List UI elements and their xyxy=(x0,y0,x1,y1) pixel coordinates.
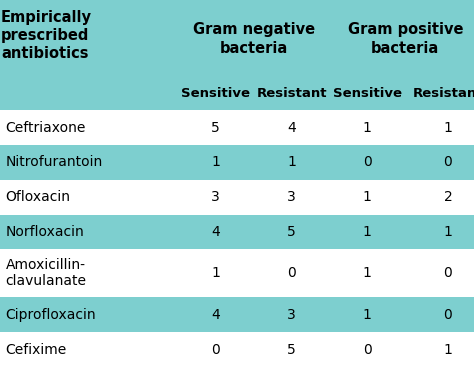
Text: 5: 5 xyxy=(287,225,296,239)
Text: Norfloxacin: Norfloxacin xyxy=(6,225,84,239)
Bar xyxy=(0,145,474,180)
Text: 4: 4 xyxy=(211,225,220,239)
Text: Cefixime: Cefixime xyxy=(6,342,67,357)
Text: 3: 3 xyxy=(287,308,296,322)
Text: 1: 1 xyxy=(444,225,452,239)
Text: Ofloxacin: Ofloxacin xyxy=(6,190,71,204)
Text: Nitrofurantoin: Nitrofurantoin xyxy=(6,155,103,169)
Text: 0: 0 xyxy=(211,342,220,357)
Text: Ciprofloxacin: Ciprofloxacin xyxy=(6,308,96,322)
Text: 1: 1 xyxy=(287,155,296,169)
Text: 4: 4 xyxy=(287,120,296,135)
Bar xyxy=(0,110,474,145)
Text: 5: 5 xyxy=(211,120,220,135)
Text: Amoxicillin-
clavulanate: Amoxicillin- clavulanate xyxy=(6,258,87,288)
Text: 0: 0 xyxy=(363,155,372,169)
Text: Gram positive
bacteria: Gram positive bacteria xyxy=(347,22,463,56)
Text: 5: 5 xyxy=(287,342,296,357)
Text: 0: 0 xyxy=(287,266,296,280)
Text: 0: 0 xyxy=(363,342,372,357)
Text: 1: 1 xyxy=(211,266,220,280)
Bar xyxy=(0,215,474,250)
Text: Empirically
prescribed
antibiotics: Empirically prescribed antibiotics xyxy=(1,10,92,61)
Text: 2: 2 xyxy=(444,190,452,204)
Text: 1: 1 xyxy=(363,308,372,322)
Text: 1: 1 xyxy=(444,120,452,135)
Text: 1: 1 xyxy=(363,190,372,204)
Text: Resistant: Resistant xyxy=(256,87,327,101)
Text: 1: 1 xyxy=(363,120,372,135)
Text: 1: 1 xyxy=(444,342,452,357)
Bar xyxy=(0,332,474,367)
Text: 1: 1 xyxy=(211,155,220,169)
Bar xyxy=(0,297,474,332)
Text: Resistant: Resistant xyxy=(413,87,474,101)
Text: 0: 0 xyxy=(444,308,452,322)
Bar xyxy=(0,180,474,215)
Text: Sensitive: Sensitive xyxy=(333,87,402,101)
Text: 1: 1 xyxy=(363,225,372,239)
Text: 3: 3 xyxy=(211,190,220,204)
Bar xyxy=(0,250,474,297)
Text: 1: 1 xyxy=(363,266,372,280)
Text: 0: 0 xyxy=(444,266,452,280)
Text: Sensitive: Sensitive xyxy=(181,87,250,101)
Text: 0: 0 xyxy=(444,155,452,169)
Text: 3: 3 xyxy=(287,190,296,204)
Text: 4: 4 xyxy=(211,308,220,322)
Text: Gram negative
bacteria: Gram negative bacteria xyxy=(192,22,315,56)
Text: Ceftriaxone: Ceftriaxone xyxy=(6,120,86,135)
